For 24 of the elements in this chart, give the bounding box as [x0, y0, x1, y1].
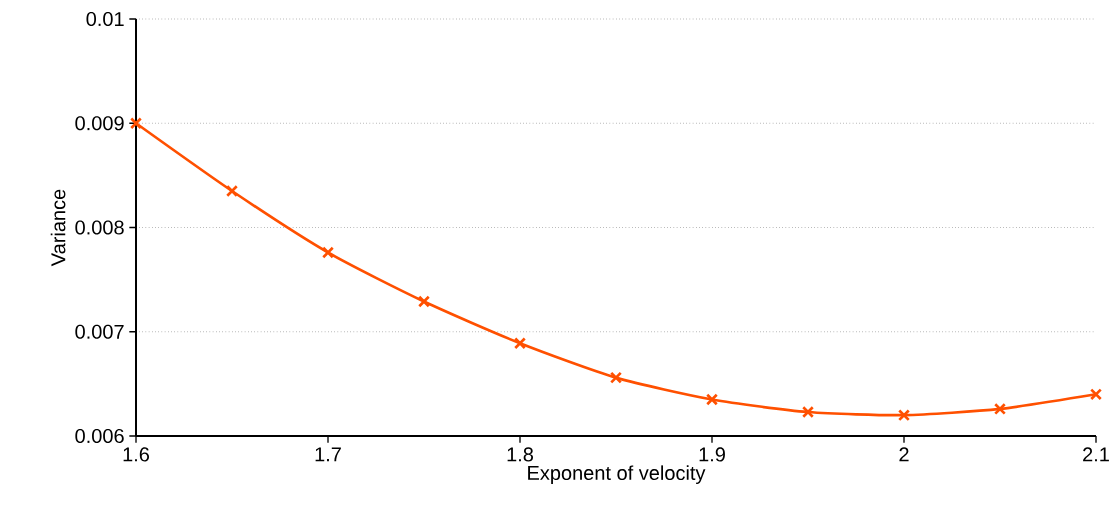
- y-axis-title: Variance: [50, 189, 66, 267]
- x-tick-label: 1.7: [315, 447, 341, 462]
- y-tick-label: 0.01: [86, 11, 124, 27]
- x-tick-label: 1.6: [123, 447, 150, 462]
- x-tick-label: 2.1: [1083, 447, 1109, 462]
- point: [993, 402, 1007, 415]
- x-tick-label: 2: [899, 447, 909, 462]
- point: [129, 117, 143, 130]
- point: [705, 393, 719, 406]
- point: [513, 337, 527, 350]
- point: [225, 184, 239, 198]
- point: [1089, 388, 1103, 401]
- y-tick-label: 0.006: [75, 428, 124, 444]
- point: [801, 405, 815, 419]
- point: [417, 295, 431, 308]
- x-tick-label: 1.8: [507, 447, 534, 462]
- y-tick-label: 0.009: [75, 116, 124, 131]
- point: [897, 409, 911, 422]
- x-axis-title: Exponent of velocity: [528, 465, 706, 484]
- y-tick-label: 0.008: [75, 220, 124, 235]
- y-tick-label: 0.007: [75, 324, 124, 339]
- point: [321, 246, 335, 259]
- point: [609, 371, 623, 384]
- x-tick-label: 1.9: [699, 447, 725, 462]
